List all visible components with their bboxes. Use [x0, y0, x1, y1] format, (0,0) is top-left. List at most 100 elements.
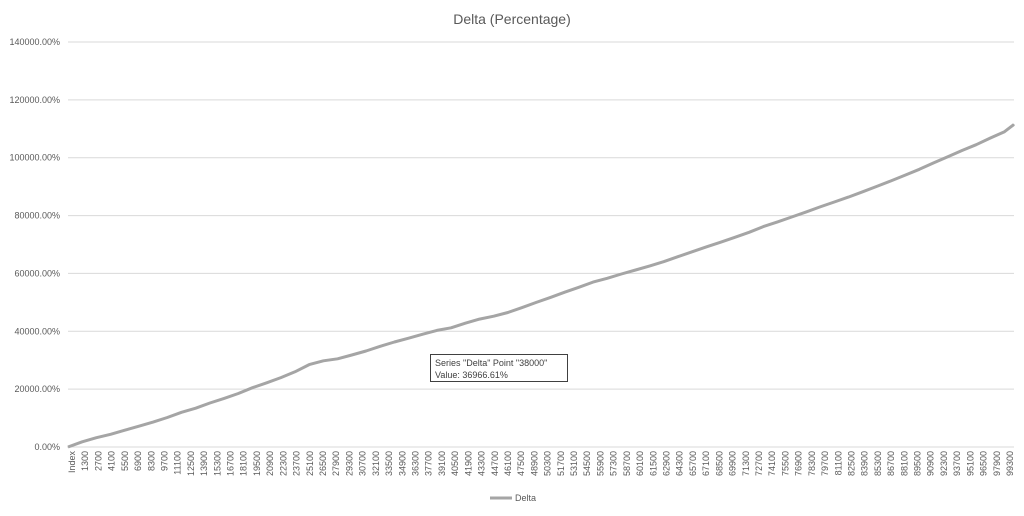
- x-tick-label: 53100: [569, 451, 579, 476]
- x-tick-label: 19500: [252, 451, 262, 476]
- x-tick-label: 37700: [424, 451, 434, 476]
- x-tick-label: 13900: [199, 451, 209, 476]
- x-tick-label: 11100: [173, 451, 183, 475]
- x-tick-label: 95100: [965, 451, 975, 476]
- data-point: [152, 421, 154, 423]
- x-tick-label: 18100: [239, 451, 249, 476]
- x-tick-label: 96500: [979, 451, 989, 476]
- data-point: [138, 425, 140, 427]
- x-tick-label: 76900: [794, 451, 804, 476]
- y-tick-label: 60000.00%: [14, 268, 60, 278]
- x-tick-label: 36300: [410, 451, 420, 476]
- data-point: [408, 337, 410, 339]
- chart-title: Delta (Percentage): [453, 11, 571, 27]
- series-line-delta: [67, 123, 1015, 449]
- data-point: [294, 371, 296, 373]
- data-point: [393, 341, 395, 343]
- x-tick-label: 62900: [662, 451, 672, 476]
- x-tick-label: 20900: [265, 451, 275, 476]
- data-point: [947, 156, 949, 158]
- y-tick-label: 100000.00%: [9, 153, 60, 163]
- legend: Delta: [490, 493, 536, 503]
- data-point: [351, 354, 353, 356]
- x-tick-label: 81100: [833, 451, 843, 475]
- data-point: [181, 411, 183, 413]
- x-tick-label: 26500: [318, 451, 328, 476]
- x-tick-label: 15300: [212, 451, 222, 476]
- data-point: [1004, 131, 1006, 133]
- x-tick-label: 68500: [714, 451, 724, 476]
- x-tick-label: 23700: [292, 451, 302, 476]
- x-tick-label: 79700: [820, 451, 830, 476]
- data-point: [961, 149, 963, 151]
- data-point: [67, 446, 69, 448]
- x-tick-label: 40500: [450, 451, 460, 476]
- data-point: [365, 350, 367, 352]
- x-tick-label: 27900: [331, 451, 341, 476]
- x-tick-label: 25100: [305, 451, 315, 476]
- data-point: [975, 144, 977, 146]
- x-tick-label: 83900: [860, 451, 870, 476]
- y-tick-label: 20000.00%: [14, 384, 60, 394]
- data-point: [918, 168, 920, 170]
- x-tick-label: 89500: [913, 451, 923, 476]
- x-tick-label: 85300: [873, 451, 883, 476]
- x-tick-label: 58700: [622, 451, 632, 476]
- x-tick-label: 64300: [675, 451, 685, 476]
- data-point: [706, 246, 708, 248]
- data-point: [1013, 123, 1015, 125]
- x-tick-label: 29300: [344, 451, 354, 476]
- x-tick-label: 12500: [186, 451, 196, 476]
- data-point: [379, 345, 381, 347]
- x-tick-label: 88100: [899, 451, 909, 476]
- x-tick-label: 67100: [701, 451, 711, 476]
- x-tick-label: 57300: [609, 451, 619, 476]
- plot-area: [67, 123, 1015, 449]
- tooltip-value-line: Value: 36966.61%: [435, 370, 508, 380]
- y-tick-label: 80000.00%: [14, 211, 60, 221]
- x-tick-label: 71300: [741, 451, 751, 476]
- x-tick-label: 50300: [543, 451, 553, 476]
- data-point: [81, 441, 83, 443]
- data-point: [691, 251, 693, 253]
- data-point: [720, 241, 722, 243]
- data-point: [337, 358, 339, 360]
- x-tick-label: 74100: [767, 451, 777, 476]
- tooltip-series-line: Series "Delta" Point "38000": [435, 358, 548, 368]
- x-tick-label: 30700: [358, 451, 368, 476]
- data-point: [620, 273, 622, 275]
- x-tick-label: 2700: [93, 451, 103, 471]
- data-point: [847, 196, 849, 198]
- data-point-tooltip: Series "Delta" Point "38000" Value: 3696…: [430, 354, 568, 382]
- data-point: [195, 407, 197, 409]
- data-point: [322, 360, 324, 362]
- x-tick-label: 44700: [490, 451, 500, 476]
- x-tick-label: 8300: [146, 451, 156, 471]
- x-tick-label: 34900: [397, 451, 407, 476]
- x-tick-label: 46100: [503, 451, 513, 476]
- data-point: [95, 437, 97, 439]
- data-point: [564, 291, 566, 293]
- data-point: [862, 191, 864, 193]
- x-tick-label: 75500: [780, 451, 790, 476]
- x-tick-label: 43300: [477, 451, 487, 476]
- data-point: [734, 236, 736, 238]
- data-point: [521, 307, 523, 309]
- data-point: [635, 269, 637, 271]
- x-tick-label: Index: [67, 451, 77, 474]
- data-point: [308, 364, 310, 366]
- x-tick-label: 16700: [226, 451, 236, 476]
- x-tick-label: 90900: [926, 451, 936, 476]
- x-tick-label: 32100: [371, 451, 381, 476]
- y-tick-label: 40000.00%: [14, 326, 60, 336]
- data-point: [890, 180, 892, 182]
- gridlines: [68, 41, 1014, 448]
- x-tick-label: 54500: [582, 451, 592, 476]
- x-tick-label: 61500: [648, 451, 658, 476]
- data-point: [592, 281, 594, 283]
- x-tick-label: 39100: [437, 451, 447, 476]
- x-tick-label: 47500: [516, 451, 526, 476]
- data-point: [237, 392, 239, 394]
- data-point: [989, 137, 991, 139]
- data-point: [606, 277, 608, 279]
